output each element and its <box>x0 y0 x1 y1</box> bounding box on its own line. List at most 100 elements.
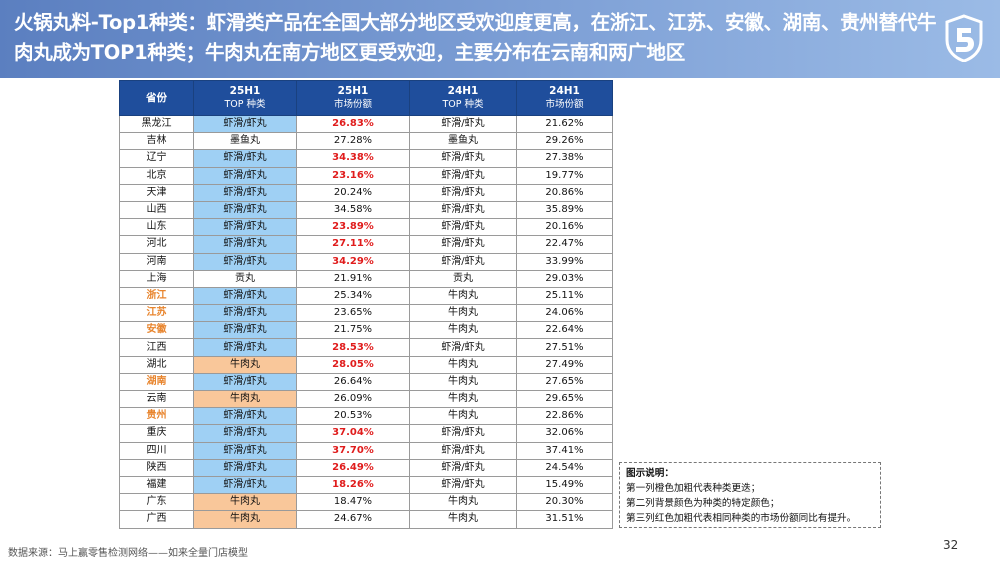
cell-province: 山西 <box>119 200 194 220</box>
cell-25h1-share: 26.49% <box>296 458 410 477</box>
cell-24h1-top: 虾滑/虾丸 <box>409 149 517 168</box>
cell-24h1-top: 牛肉丸 <box>409 355 517 374</box>
cell-25h1-top: 虾滑/虾丸 <box>193 372 297 392</box>
legend-title: 图示说明： <box>626 468 674 479</box>
cell-province: 湖南 <box>119 372 194 392</box>
cell-province: 上海 <box>119 269 194 288</box>
cell-province: 云南 <box>119 389 194 409</box>
cell-25h1-top: 虾滑/虾丸 <box>193 166 297 185</box>
cell-25h1-top: 虾滑/虾丸 <box>193 338 297 357</box>
cell-24h1-top: 虾滑/虾丸 <box>409 183 517 202</box>
cell-25h1-share: 34.58% <box>296 200 410 220</box>
header-24h1-share: 24H1 市场份额 <box>516 80 613 116</box>
cell-25h1-top: 虾滑/虾丸 <box>193 200 297 220</box>
cell-province: 河北 <box>119 235 194 254</box>
table-row: 河北 虾滑/虾丸 27.11% 虾滑/虾丸 22.47% <box>119 235 613 254</box>
table-row: 山东 虾滑/虾丸 23.89% 虾滑/虾丸 20.16% <box>119 218 613 237</box>
cell-24h1-share: 29.65% <box>516 389 613 409</box>
cell-24h1-top: 牛肉丸 <box>409 372 517 392</box>
cell-province: 江苏 <box>119 304 194 323</box>
cell-25h1-share: 20.24% <box>296 183 410 202</box>
cell-25h1-top: 虾滑/虾丸 <box>193 458 297 477</box>
cell-24h1-share: 27.49% <box>516 355 613 374</box>
cell-25h1-share: 20.53% <box>296 407 410 426</box>
cell-24h1-share: 27.38% <box>516 149 613 168</box>
cell-24h1-top: 虾滑/虾丸 <box>409 114 517 134</box>
table-row: 浙江 虾滑/虾丸 25.34% 牛肉丸 25.11% <box>119 286 613 306</box>
cell-24h1-share: 29.03% <box>516 269 613 288</box>
cell-24h1-share: 33.99% <box>516 252 613 271</box>
cell-province: 广东 <box>119 493 194 512</box>
table-row: 广东 牛肉丸 18.47% 牛肉丸 20.30% <box>119 493 613 512</box>
cell-24h1-share: 20.86% <box>516 183 613 202</box>
table-row: 福建 虾滑/虾丸 18.26% 虾滑/虾丸 15.49% <box>119 475 613 495</box>
cell-25h1-top: 虾滑/虾丸 <box>193 475 297 495</box>
cell-25h1-top: 虾滑/虾丸 <box>193 149 297 168</box>
cell-25h1-share: 23.89% <box>296 218 410 237</box>
cell-24h1-share: 21.62% <box>516 114 613 134</box>
cell-25h1-share: 37.70% <box>296 441 410 460</box>
cell-25h1-top: 牛肉丸 <box>193 389 297 409</box>
cell-province: 陕西 <box>119 458 194 477</box>
cell-24h1-share: 27.65% <box>516 372 613 392</box>
cell-24h1-top: 虾滑/虾丸 <box>409 441 517 460</box>
table-row: 天津 虾滑/虾丸 20.24% 虾滑/虾丸 20.86% <box>119 183 613 202</box>
table-row: 广西 牛肉丸 24.67% 牛肉丸 31.51% <box>119 510 613 529</box>
legend-line: 第三列红色加粗代表相同种类的市场份额同比有提升。 <box>626 513 857 524</box>
table-row: 上海 贡丸 21.91% 贡丸 29.03% <box>119 269 613 288</box>
cell-24h1-top: 墨鱼丸 <box>409 132 517 151</box>
cell-25h1-share: 37.04% <box>296 424 410 443</box>
province-table-container: 省份 25H1 TOP 种类 25H1 市场份额 24H1 TOP 种类 24H1 市场… <box>119 80 613 529</box>
table-row: 安徽 虾滑/虾丸 21.75% 牛肉丸 22.64% <box>119 321 613 340</box>
page-title: 火锅丸料-Top1种类：虾滑类产品在全国大部分地区受欢迎度更高，在浙江、江苏、安… <box>14 11 937 64</box>
table-row: 重庆 虾滑/虾丸 37.04% 虾滑/虾丸 32.06% <box>119 424 613 443</box>
table-row: 四川 虾滑/虾丸 37.70% 虾滑/虾丸 37.41% <box>119 441 613 460</box>
cell-24h1-share: 31.51% <box>516 510 613 529</box>
cell-24h1-share: 22.64% <box>516 321 613 340</box>
cell-25h1-share: 18.47% <box>296 493 410 512</box>
cell-25h1-top: 虾滑/虾丸 <box>193 235 297 254</box>
page-number: 32 <box>943 538 959 552</box>
table-row: 黑龙江 虾滑/虾丸 26.83% 虾滑/虾丸 21.62% <box>119 114 613 134</box>
cell-24h1-share: 25.11% <box>516 286 613 306</box>
cell-province: 福建 <box>119 475 194 495</box>
cell-25h1-share: 34.38% <box>296 149 410 168</box>
cell-24h1-share: 37.41% <box>516 441 613 460</box>
cell-25h1-top: 虾滑/虾丸 <box>193 252 297 271</box>
header-24h1-top: 24H1 TOP 种类 <box>409 80 517 116</box>
cell-province: 浙江 <box>119 286 194 306</box>
cell-24h1-share: 15.49% <box>516 475 613 495</box>
table-row: 云南 牛肉丸 26.09% 牛肉丸 29.65% <box>119 389 613 409</box>
cell-24h1-top: 虾滑/虾丸 <box>409 200 517 220</box>
cell-25h1-share: 26.09% <box>296 389 410 409</box>
cell-25h1-share: 21.91% <box>296 269 410 288</box>
cell-24h1-share: 22.86% <box>516 407 613 426</box>
table-row: 贵州 虾滑/虾丸 20.53% 牛肉丸 22.86% <box>119 407 613 426</box>
cell-24h1-top: 牛肉丸 <box>409 286 517 306</box>
cell-24h1-top: 虾滑/虾丸 <box>409 166 517 185</box>
cell-province: 吉林 <box>119 132 194 151</box>
cell-province: 贵州 <box>119 407 194 426</box>
cell-25h1-top: 虾滑/虾丸 <box>193 424 297 443</box>
legend-box: 图示说明： 第一列橙色加粗代表种类更迭； 第二列背景颜色为种类的特定颜色； 第三… <box>619 462 881 528</box>
title-banner: 火锅丸料-Top1种类：虾滑类产品在全国大部分地区受欢迎度更高，在浙江、江苏、安… <box>0 0 1000 78</box>
cell-24h1-share: 22.47% <box>516 235 613 254</box>
cell-province: 重庆 <box>119 424 194 443</box>
cell-24h1-top: 牛肉丸 <box>409 407 517 426</box>
cell-25h1-top: 虾滑/虾丸 <box>193 304 297 323</box>
cell-province: 广西 <box>119 510 194 529</box>
table-row: 湖南 虾滑/虾丸 26.64% 牛肉丸 27.65% <box>119 372 613 392</box>
cell-province: 四川 <box>119 441 194 460</box>
cell-24h1-top: 虾滑/虾丸 <box>409 252 517 271</box>
table-row: 江西 虾滑/虾丸 28.53% 虾滑/虾丸 27.51% <box>119 338 613 357</box>
cell-24h1-top: 虾滑/虾丸 <box>409 458 517 477</box>
cell-25h1-share: 28.53% <box>296 338 410 357</box>
table-body: 黑龙江 虾滑/虾丸 26.83% 虾滑/虾丸 21.62% 吉林 墨鱼丸 27.28% 墨鱼丸 2… <box>119 114 613 529</box>
cell-25h1-share: 21.75% <box>296 321 410 340</box>
table-row: 河南 虾滑/虾丸 34.29% 虾滑/虾丸 33.99% <box>119 252 613 271</box>
data-source: 数据来源：马上赢零售检测网络——如来全量门店模型 <box>8 548 248 559</box>
cell-25h1-top: 虾滑/虾丸 <box>193 286 297 306</box>
cell-25h1-top: 牛肉丸 <box>193 355 297 374</box>
cell-24h1-share: 19.77% <box>516 166 613 185</box>
legend-line: 第一列橙色加粗代表种类更迭； <box>626 483 761 494</box>
